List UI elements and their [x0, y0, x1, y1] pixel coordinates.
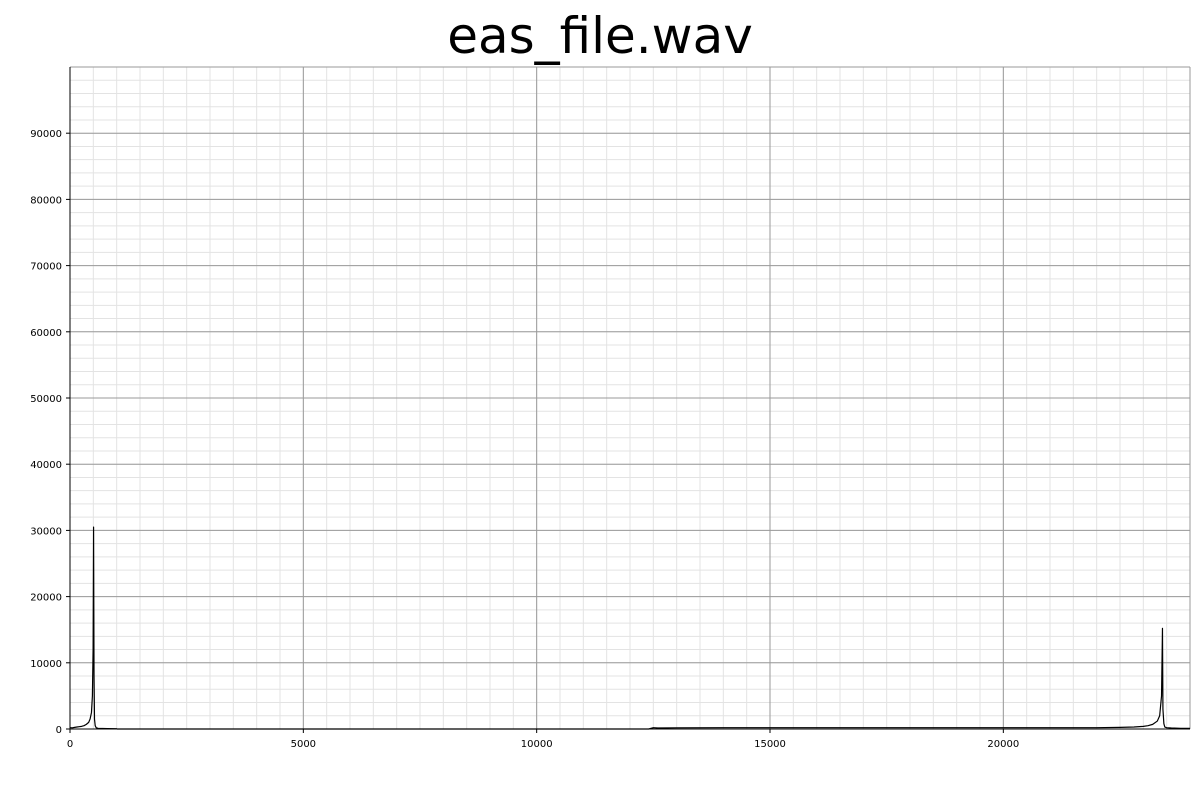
y-tick-label: 10000	[30, 659, 62, 670]
x-tick-label: 0	[67, 739, 73, 750]
y-tick-label: 70000	[30, 262, 62, 273]
y-tick-label: 0	[56, 725, 62, 736]
series-layer	[69, 526, 1190, 730]
y-tick-label: 90000	[30, 129, 62, 140]
x-tick-label: 15000	[754, 739, 786, 750]
y-tick-label: 30000	[30, 526, 62, 537]
x-tick-label: 10000	[521, 739, 553, 750]
y-tick-label: 60000	[30, 328, 62, 339]
x-tick-label: 20000	[987, 739, 1019, 750]
chart-title: eas_file.wav	[447, 7, 753, 65]
tick-labels: 0 5000 10000 15000 20000 0 10000 20000 30000 4000…	[30, 129, 1019, 750]
y-tick-label: 50000	[30, 394, 62, 405]
series-line-0	[69, 526, 1190, 730]
y-tick-label: 80000	[30, 195, 62, 206]
x-tick-label: 5000	[291, 739, 316, 750]
y-tick-label: 20000	[30, 593, 62, 604]
y-tick-label: 40000	[30, 460, 62, 471]
